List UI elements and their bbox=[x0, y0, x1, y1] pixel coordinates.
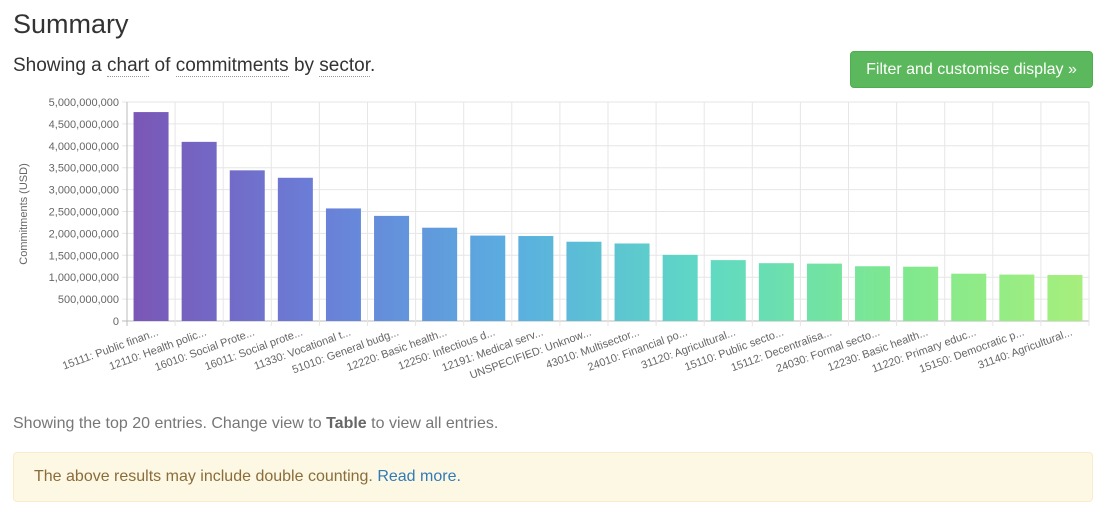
subtitle-of: of bbox=[154, 55, 171, 76]
y-tick-label: 1,500,000,000 bbox=[49, 250, 119, 262]
subtitle-prefix: Showing a bbox=[13, 55, 102, 76]
bar[interactable] bbox=[710, 260, 746, 321]
bar[interactable] bbox=[951, 273, 987, 321]
bar[interactable] bbox=[181, 141, 217, 321]
y-tick-label: 5,000,000,000 bbox=[49, 97, 119, 109]
y-tick-label: 500,000,000 bbox=[58, 294, 119, 306]
bar[interactable] bbox=[855, 266, 891, 321]
bar[interactable] bbox=[566, 241, 602, 321]
bar[interactable] bbox=[518, 236, 554, 321]
read-more-link[interactable]: Read more. bbox=[377, 468, 461, 485]
bar[interactable] bbox=[662, 254, 698, 321]
note-suffix: to view all entries. bbox=[371, 415, 499, 432]
alert-text: The above results may include double cou… bbox=[34, 468, 373, 485]
y-tick-label: 4,500,000,000 bbox=[49, 119, 119, 131]
filter-customise-button[interactable]: Filter and customise display » bbox=[850, 51, 1093, 88]
bar[interactable] bbox=[133, 112, 169, 321]
y-tick-label: 0 bbox=[113, 316, 119, 328]
view-option-select[interactable]: chart bbox=[107, 55, 150, 77]
y-tick-label: 2,000,000,000 bbox=[49, 228, 119, 240]
measure-option-select[interactable]: commitments bbox=[175, 55, 289, 77]
y-tick-label: 3,500,000,000 bbox=[49, 163, 119, 175]
bar[interactable] bbox=[1047, 275, 1083, 321]
bar[interactable] bbox=[806, 263, 842, 321]
bar[interactable] bbox=[470, 235, 506, 321]
y-tick-label: 3,000,000,000 bbox=[49, 185, 119, 197]
bar[interactable] bbox=[999, 274, 1035, 321]
bar[interactable] bbox=[229, 170, 265, 321]
bar[interactable] bbox=[614, 243, 650, 321]
x-tick-labels: 15111: Public finan...12110: Health poli… bbox=[61, 327, 1074, 382]
chart-grid bbox=[122, 101, 1090, 326]
commitments-bar-chart: 0 500,000,000 1,000,000,000 1,500,000,000 2,… bbox=[18, 97, 1090, 382]
chart-bars bbox=[133, 112, 1083, 321]
double-counting-alert: The above results may include double cou… bbox=[13, 452, 1093, 502]
subtitle-end: . bbox=[370, 55, 376, 76]
bar[interactable] bbox=[277, 177, 313, 321]
chart-description: Showing a chart of commitments by sector… bbox=[13, 55, 375, 77]
y-tick-labels: 0 500,000,000 1,000,000,000 1,500,000,000 2,… bbox=[49, 97, 119, 328]
y-tick-label: 1,000,000,000 bbox=[49, 272, 119, 284]
note-prefix: Showing the top 20 entries. Change view … bbox=[13, 415, 322, 432]
y-tick-label: 4,000,000,000 bbox=[49, 141, 119, 153]
group-option-select[interactable]: sector bbox=[319, 55, 370, 77]
y-tick-label: 2,500,000,000 bbox=[49, 207, 119, 219]
table-view-link[interactable]: Table bbox=[326, 415, 367, 432]
bar[interactable] bbox=[758, 263, 794, 321]
subtitle-by: by bbox=[293, 55, 315, 76]
bar[interactable] bbox=[422, 227, 458, 321]
bar[interactable] bbox=[374, 215, 410, 321]
bar[interactable] bbox=[903, 266, 939, 321]
bar[interactable] bbox=[325, 208, 361, 321]
top-entries-note: Showing the top 20 entries. Change view … bbox=[13, 415, 498, 433]
y-axis-title: Commitments (USD) bbox=[18, 163, 30, 264]
page-title: Summary bbox=[13, 9, 129, 39]
